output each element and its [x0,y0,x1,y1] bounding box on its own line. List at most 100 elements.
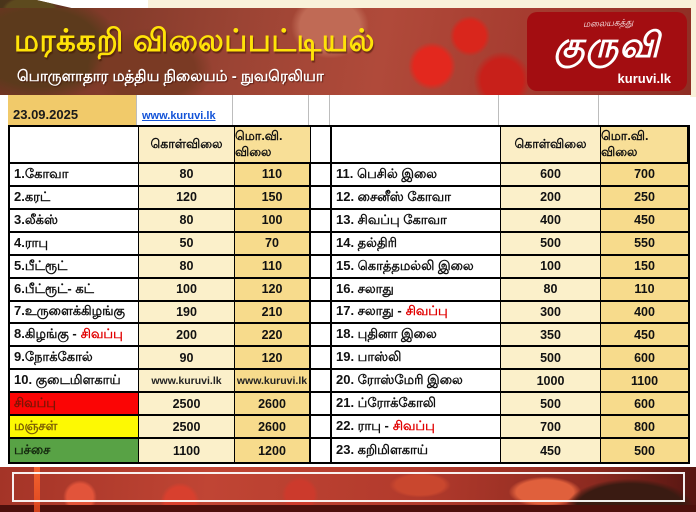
photo-frame-border [12,472,685,502]
buy-price: 2500 [139,416,235,440]
retail-price: 800 [601,416,688,440]
retail-price: 2600 [235,393,311,417]
buy-price: 400 [501,209,601,233]
item-name: 6.பீட்ரூட்- கட் [10,278,139,302]
table-spacer [311,324,332,348]
table-spacer [311,439,332,462]
page-right-margin [690,9,696,97]
table-spacer [311,347,332,371]
item-name: 3.லீக்ஸ் [10,209,139,233]
retail-price: 700 [601,164,688,187]
column-header-buy: கொள்விலை [501,127,601,164]
buy-price: 100 [139,278,235,302]
header-banner: மரக்கறி விலைப்பட்டியல் பொருளாதார மத்திய … [0,8,691,95]
buy-price: 500 [501,232,601,256]
retail-price: 550 [601,232,688,256]
buy-price: 600 [501,164,601,187]
buy-price: 1000 [501,370,601,394]
website-link-cell: www.kuruvi.lk [137,95,233,125]
buy-price: 80 [139,255,235,279]
retail-price: 100 [235,209,311,233]
buy-price: 300 [501,301,601,325]
buy-price: 450 [501,439,601,462]
buy-price: 80 [501,278,601,302]
column-header-retail: மொ.வி. விலை [235,127,311,164]
retail-price: 500 [601,439,688,462]
date-row: 23.09.2025 www.kuruvi.lk [8,95,690,125]
date-row-blank [599,95,686,125]
kuruvi-logo: மலையகத்து குருவி kuruvi.lk [527,12,687,91]
date-row-blank [499,95,599,125]
buy-price: 350 [501,324,601,348]
item-name: 18. புதினா இலை [332,324,501,348]
date-row-blank [309,95,330,125]
logo-site-text: kuruvi.lk [617,71,671,86]
item-name-accent: சிவப்பு [80,326,123,342]
item-name: 20. ரோஸ்மேரி இலை [332,370,501,394]
retail-price: 1100 [601,370,688,394]
item-name: 7.உருளைக்கிழங்கு [10,301,139,325]
item-name: 4.ராபு [10,232,139,256]
price-table: கொள்விலை மொ.வி. விலை கொள்விலை மொ.வி. விலை 1.… [8,125,690,464]
retail-price: 1200 [235,439,311,462]
buy-price: 80 [139,209,235,233]
item-name: 1.கோவா [10,164,139,187]
column-header-retail: மொ.வி. விலை [601,127,688,164]
item-name-accent: சிவப்பு [392,418,435,434]
retail-price: 600 [601,347,688,371]
item-name: 15. கொத்தமல்லி இலை [332,255,501,279]
item-name: மஞ்சள் [10,416,139,440]
retail-price: 120 [235,347,311,371]
table-spacer [311,370,332,394]
table-spacer [311,186,332,210]
retail-price: 150 [235,186,311,210]
date-row-blank [330,95,499,125]
item-name: 9.நோக்கோல் [10,347,139,371]
buy-price: 500 [501,347,601,371]
item-name: 23. கறிமிளகாய் [332,439,501,462]
item-name: சிவப்பு [10,393,139,417]
retail-price: 450 [601,324,688,348]
buy-price: 200 [139,324,235,348]
item-name: 17. சலாது - சிவப்பு [332,301,501,325]
table-spacer [311,301,332,325]
item-name: 16. சலாது [332,278,501,302]
table-spacer [311,127,332,164]
page-subtitle: பொருளாதார மத்திய நிலையம் - நுவரெலியா [17,68,324,85]
page-title: மரக்கறி விலைப்பட்டியல் [14,23,376,58]
retail-price: 2600 [235,416,311,440]
header-empty-cell [332,127,501,164]
retail-price: www.kuruvi.lk [235,370,311,394]
item-name: பச்சை [10,439,139,462]
item-name: 22. ராபு - சிவப்பு [332,416,501,440]
retail-price: 110 [601,278,688,302]
item-name: 13. சிவப்பு கோவா [332,209,501,233]
page-top-margin [148,0,696,9]
date-label: 23.09.2025 [8,95,137,125]
table-spacer [311,278,332,302]
item-name: 2.கரட் [10,186,139,210]
retail-price: 400 [601,301,688,325]
header-empty-cell [10,127,139,164]
buy-price: 120 [139,186,235,210]
retail-price: 250 [601,186,688,210]
retail-price: 150 [601,255,688,279]
table-spacer [311,416,332,440]
retail-price: 210 [235,301,311,325]
retail-price: 110 [235,255,311,279]
item-name: 10. குடைமிளகாய் [10,370,139,394]
buy-price: 90 [139,347,235,371]
website-link[interactable]: www.kuruvi.lk [142,110,216,122]
buy-price: 700 [501,416,601,440]
retail-price: 220 [235,324,311,348]
buy-price: 500 [501,393,601,417]
retail-price: 120 [235,278,311,302]
buy-price: www.kuruvi.lk [139,370,235,394]
table-spacer [311,209,332,233]
buy-price: 1100 [139,439,235,462]
item-name: 8.கிழங்கு - சிவப்பு [10,324,139,348]
item-name: 12. சைனீஸ் கோவா [332,186,501,210]
table-spacer [311,232,332,256]
item-name: 11. பெசில் இலை [332,164,501,187]
